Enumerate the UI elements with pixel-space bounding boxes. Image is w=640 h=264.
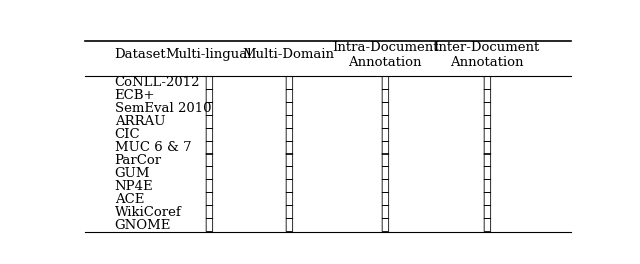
Text: ARRAU: ARRAU [115, 115, 165, 128]
Text: ✓: ✓ [284, 154, 292, 168]
Text: ✗: ✗ [284, 89, 292, 103]
Text: ✓: ✓ [381, 167, 389, 181]
Text: ✓: ✓ [284, 76, 292, 90]
Text: ✗: ✗ [205, 89, 213, 103]
Text: ✓: ✓ [483, 180, 491, 194]
Text: ✓: ✓ [205, 76, 213, 90]
Text: GNOME: GNOME [115, 219, 171, 232]
Text: ✓: ✓ [205, 154, 213, 168]
Text: ✗: ✗ [483, 141, 491, 155]
Text: ✗: ✗ [483, 76, 491, 90]
Text: ✓: ✓ [381, 115, 389, 129]
Text: ✗: ✗ [205, 141, 213, 155]
Text: CoNLL-2012: CoNLL-2012 [115, 76, 200, 89]
Text: ✗: ✗ [483, 167, 491, 181]
Text: ✓: ✓ [284, 102, 292, 116]
Text: ✓: ✓ [381, 192, 389, 206]
Text: Multi-lingual: Multi-lingual [166, 48, 252, 61]
Text: ✓: ✓ [381, 141, 389, 155]
Text: ✓: ✓ [284, 205, 292, 219]
Text: MUC 6 & 7: MUC 6 & 7 [115, 141, 191, 154]
Text: ✗: ✗ [483, 154, 491, 168]
Text: GUM: GUM [115, 167, 150, 180]
Text: ✗: ✗ [483, 192, 491, 206]
Text: Multi-Domain: Multi-Domain [243, 48, 334, 61]
Text: WikiCoref: WikiCoref [115, 206, 182, 219]
Text: ✓: ✓ [381, 154, 389, 168]
Text: ✓: ✓ [284, 192, 292, 206]
Text: ✓: ✓ [381, 218, 389, 232]
Text: ✗: ✗ [205, 167, 213, 181]
Text: ✓: ✓ [381, 102, 389, 116]
Text: ✗: ✗ [284, 128, 292, 142]
Text: ✗: ✗ [284, 180, 292, 194]
Text: ParCor: ParCor [115, 154, 162, 167]
Text: ECB+: ECB+ [115, 89, 156, 102]
Text: ✗: ✗ [284, 141, 292, 155]
Text: ✓: ✓ [381, 128, 389, 142]
Text: ✗: ✗ [483, 205, 491, 219]
Text: ✓: ✓ [381, 76, 389, 90]
Text: Dataset: Dataset [115, 48, 166, 61]
Text: NP4E: NP4E [115, 180, 154, 193]
Text: ✓: ✓ [284, 115, 292, 129]
Text: SemEval 2010: SemEval 2010 [115, 102, 211, 115]
Text: ✗: ✗ [205, 115, 213, 129]
Text: ✗: ✗ [483, 218, 491, 232]
Text: ✓: ✓ [205, 192, 213, 206]
Text: ✗: ✗ [483, 115, 491, 129]
Text: ✗: ✗ [205, 205, 213, 219]
Text: Intra-Document
Annotation: Intra-Document Annotation [332, 41, 438, 69]
Text: ✗: ✗ [205, 180, 213, 194]
Text: ✓: ✓ [381, 180, 389, 194]
Text: ✓: ✓ [381, 89, 389, 103]
Text: ✓: ✓ [284, 167, 292, 181]
Text: ✗: ✗ [205, 218, 213, 232]
Text: ✗: ✗ [483, 128, 491, 142]
Text: ACE: ACE [115, 193, 144, 206]
Text: ✓: ✓ [284, 218, 292, 232]
Text: ✓: ✓ [205, 102, 213, 116]
Text: ✗: ✗ [483, 102, 491, 116]
Text: Inter-Document
Annotation: Inter-Document Annotation [433, 41, 540, 69]
Text: ✓: ✓ [483, 89, 491, 103]
Text: ✗: ✗ [205, 128, 213, 142]
Text: ✓: ✓ [381, 205, 389, 219]
Text: CIC: CIC [115, 128, 140, 141]
